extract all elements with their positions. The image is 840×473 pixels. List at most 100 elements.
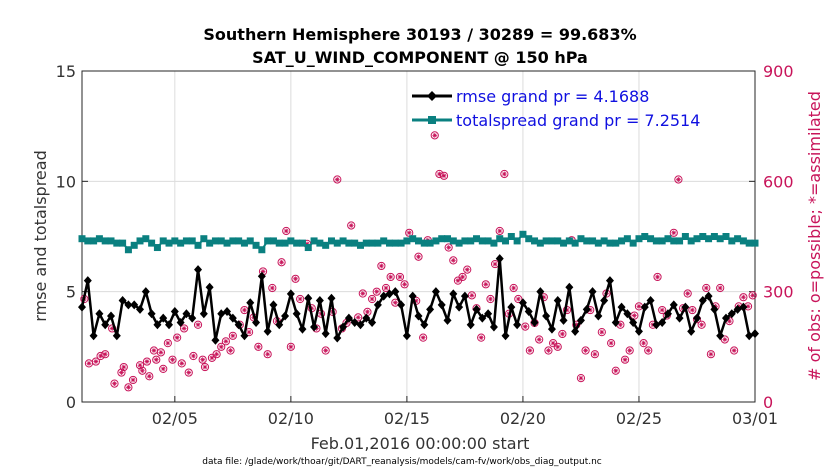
totalspread-point <box>571 239 579 247</box>
obs-count-point <box>268 283 277 293</box>
rmse-point <box>507 302 516 312</box>
obs-count-point <box>152 355 161 364</box>
rmse-point <box>484 309 493 319</box>
rmse-point <box>576 315 585 325</box>
y-tick-label: 10 <box>56 172 76 191</box>
obs-count-point <box>372 287 381 296</box>
totalspread-point <box>171 237 179 245</box>
rmse-point <box>315 295 324 305</box>
totalspread-point <box>560 239 568 247</box>
obs-count-point <box>500 169 509 179</box>
totalspread-point <box>670 237 678 245</box>
totalspread-point <box>496 235 504 243</box>
totalspread-point <box>304 244 312 252</box>
x-tick-label: 02/10 <box>268 409 314 428</box>
legend: rmse grand pr = 4.1688 totalspread grand… <box>412 87 700 130</box>
rmse-point <box>594 311 603 321</box>
obs-count-point <box>625 346 634 355</box>
rmse-point <box>257 271 266 281</box>
obs-count-point <box>644 346 653 355</box>
rmse-point <box>426 304 435 314</box>
rmse-point <box>176 318 185 328</box>
rmse-series <box>78 254 759 345</box>
totalspread-point <box>206 239 214 247</box>
totalspread-point <box>438 235 446 243</box>
totalspread-point <box>142 235 150 243</box>
rmse-point <box>727 309 736 319</box>
obs-count-point <box>597 328 606 337</box>
totalspread-point <box>519 230 527 238</box>
rmse-point <box>153 320 162 330</box>
totalspread-point <box>577 235 585 243</box>
rmse-point <box>542 311 551 321</box>
rmse-point <box>588 287 597 297</box>
rmse-point <box>362 313 371 323</box>
totalspread-point <box>409 235 417 243</box>
rmse-point <box>240 331 249 341</box>
obs-count-point <box>590 350 599 359</box>
rmse-point <box>95 309 104 319</box>
y-axis-right: 0 300 600 900 <box>749 62 794 412</box>
totalspread-point <box>705 235 713 243</box>
obs-count-point <box>439 171 449 180</box>
obs-count-point <box>117 368 126 377</box>
obs-count-point <box>467 291 476 300</box>
obs-count-point <box>444 243 453 252</box>
rmse-point <box>605 276 614 286</box>
obs-count-point <box>581 346 590 355</box>
totalspread-point <box>722 233 730 240</box>
rmse-point <box>397 300 406 310</box>
obs-count-point <box>611 366 620 375</box>
obs-count-point <box>138 366 147 375</box>
obs-count-point <box>688 305 697 315</box>
rmse-point <box>600 295 609 305</box>
obs-count-point <box>509 283 518 293</box>
obs-count-point <box>177 359 186 368</box>
rmse-point <box>89 331 98 341</box>
totalspread-point <box>525 235 533 243</box>
totalspread-point <box>281 239 289 247</box>
obs-count-point <box>286 342 295 351</box>
data-file-footnote: data file: /glade/work/thoar/git/DART_re… <box>202 457 602 467</box>
totalspread-point <box>664 235 672 243</box>
obs-count-point <box>119 362 128 372</box>
rmse-point <box>339 322 348 332</box>
obs-count-point <box>653 272 662 282</box>
totalspread-point <box>403 237 411 245</box>
rmse-point <box>617 302 626 312</box>
totalspread-point <box>246 237 254 245</box>
y-axis-label-right: # of obs: o=possible; *=assimilated <box>805 91 824 381</box>
totalspread-point <box>693 235 701 243</box>
totalspread-point <box>322 241 330 249</box>
obs-count-point <box>716 283 725 293</box>
y-axis-label-left: rmse and totalspread <box>31 150 50 321</box>
totalspread-point <box>710 233 718 240</box>
rmse-point <box>170 307 179 317</box>
obs-count-point <box>354 313 363 322</box>
rmse-point <box>298 324 307 334</box>
obs-count-point <box>414 252 423 261</box>
y-right-tick-label: 600 <box>763 172 794 191</box>
rmse-point <box>704 291 713 301</box>
legend-label-spread: totalspread grand pr = 7.2514 <box>456 111 700 130</box>
totalspread-point <box>699 233 707 240</box>
obs-count-point <box>189 351 198 361</box>
rmse-point <box>136 304 145 314</box>
rmse-point <box>716 331 725 341</box>
y-right-tick-label: 300 <box>763 283 794 302</box>
totalspread-point <box>368 239 376 247</box>
obs-count-point <box>96 351 105 361</box>
obs-count-point <box>395 272 405 282</box>
totalspread-point <box>339 237 347 245</box>
totalspread-point <box>148 239 156 247</box>
totalspread-point <box>554 237 562 245</box>
totalspread-point <box>177 239 185 247</box>
obs-count-point <box>525 346 534 355</box>
obs-count-point <box>706 350 716 359</box>
rmse-point <box>373 300 382 310</box>
rmse-point <box>478 313 487 323</box>
rmse-point <box>739 302 748 312</box>
obs-count-point <box>449 256 458 265</box>
obs-count-point <box>180 324 189 333</box>
rmse-point <box>391 287 400 297</box>
